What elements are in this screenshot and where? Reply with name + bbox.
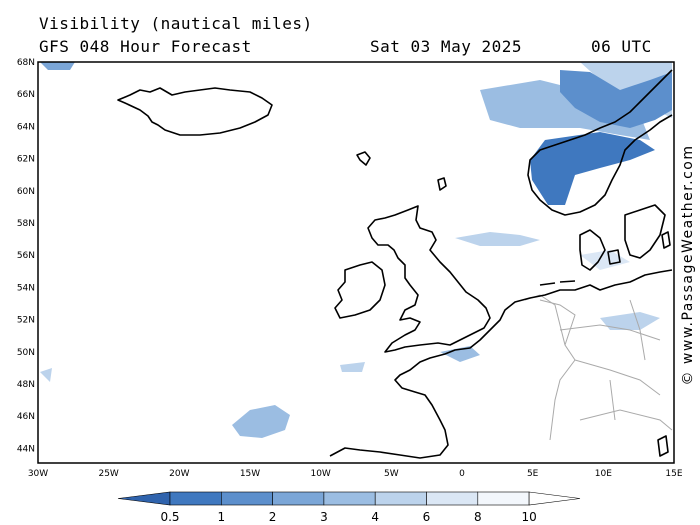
low-visibility-area (40, 368, 52, 382)
country-borders (524, 294, 673, 441)
colorbar-label: 3 (320, 510, 328, 524)
latitude-tick-label: 48N (17, 380, 35, 390)
coastlines (117, 69, 673, 459)
visibility-shading (38, 62, 674, 463)
corsica-coast (657, 435, 669, 457)
colorbar-segment (117, 491, 171, 506)
colorbar-label: 4 (371, 510, 379, 524)
latitude-tick-label: 64N (17, 122, 35, 132)
latitude-tick-label: 62N (17, 155, 35, 165)
colorbar-segment (477, 491, 530, 506)
ireland-coast (334, 261, 386, 319)
colorbar-label: 10 (521, 510, 536, 524)
danish-island-coast (607, 249, 621, 265)
colorbar-segment (374, 491, 427, 506)
colorbar-label: 1 (217, 510, 225, 524)
longitude-tick-label: 0 (459, 469, 465, 479)
colorbar-segment (426, 491, 479, 506)
low-visibility-area (340, 362, 365, 372)
forecast-date: Sat 03 May 2025 (370, 37, 522, 56)
colorbar-label: 6 (423, 510, 431, 524)
map-frame (37, 61, 675, 464)
longitude-tick-label: 5E (527, 469, 539, 479)
colorbar-segment (169, 491, 222, 506)
colorbar-label: 0.5 (160, 510, 179, 524)
britain-coast (367, 205, 491, 353)
colorbar-segment (221, 491, 273, 506)
longitude-tick-label: 30W (28, 469, 48, 479)
forecast-subtitle: GFS 048 Hour Forecast (39, 37, 252, 56)
latitude-tick-label: 54N (17, 283, 35, 293)
longitude-tick-label: 15E (665, 469, 682, 479)
frisian-islands (539, 280, 576, 286)
sweden-coast (624, 204, 666, 259)
low-visibility-area (40, 62, 75, 70)
colorbar-label: 8 (474, 510, 482, 524)
latitude-tick-label: 58N (17, 219, 35, 229)
gotland-coast (661, 231, 671, 249)
colorbar-label: 2 (269, 510, 277, 524)
map-title: Visibility (nautical miles) (39, 14, 313, 33)
longitude-tick-label: 5W (384, 469, 399, 479)
denmark-coast (579, 229, 606, 271)
latitude-tick-label: 56N (17, 251, 35, 261)
low-visibility-area (455, 232, 540, 246)
europe-coast (329, 269, 673, 459)
low-visibility-area (390, 62, 672, 118)
visibility-colorbar: 0.5 1 2 3 4 6 8 10 (117, 491, 581, 524)
shetland-coast (437, 177, 447, 191)
longitude-tick-label: 15W (240, 469, 260, 479)
latitude-tick-label: 50N (17, 348, 35, 358)
longitude-tick-label: 20W (169, 469, 189, 479)
low-visibility-area (530, 132, 655, 205)
colorbar-segment (528, 491, 581, 506)
low-visibility-area (580, 250, 630, 270)
latitude-tick-label: 52N (17, 316, 35, 326)
longitude-tick-label: 10E (595, 469, 612, 479)
longitude-tick-label: 10W (310, 469, 330, 479)
longitude-ticks: 30W 25W 20W 15W 10W 5W 0 5E 10E 15E (28, 469, 683, 479)
iceland-coast (117, 87, 273, 136)
faroe-coast (356, 151, 371, 166)
latitude-ticks: 68N 66N 64N 62N 60N 58N 56N 54N 52N 50N 48N 46N 44N (17, 58, 35, 454)
low-visibility-area (440, 346, 480, 362)
colorbar-segment (272, 491, 325, 506)
latitude-tick-label: 46N (17, 412, 35, 422)
low-visibility-area (232, 405, 290, 438)
longitude-tick-label: 25W (98, 469, 118, 479)
low-visibility-area (560, 70, 672, 128)
colorbar-segment (323, 491, 376, 506)
latitude-tick-label: 60N (17, 187, 35, 197)
latitude-tick-label: 68N (17, 58, 35, 68)
latitude-tick-label: 66N (17, 90, 35, 100)
low-visibility-area (600, 312, 660, 330)
latitude-tick-label: 44N (17, 444, 35, 454)
scandinavia-coast (527, 69, 673, 216)
forecast-time: 06 UTC (591, 37, 652, 56)
